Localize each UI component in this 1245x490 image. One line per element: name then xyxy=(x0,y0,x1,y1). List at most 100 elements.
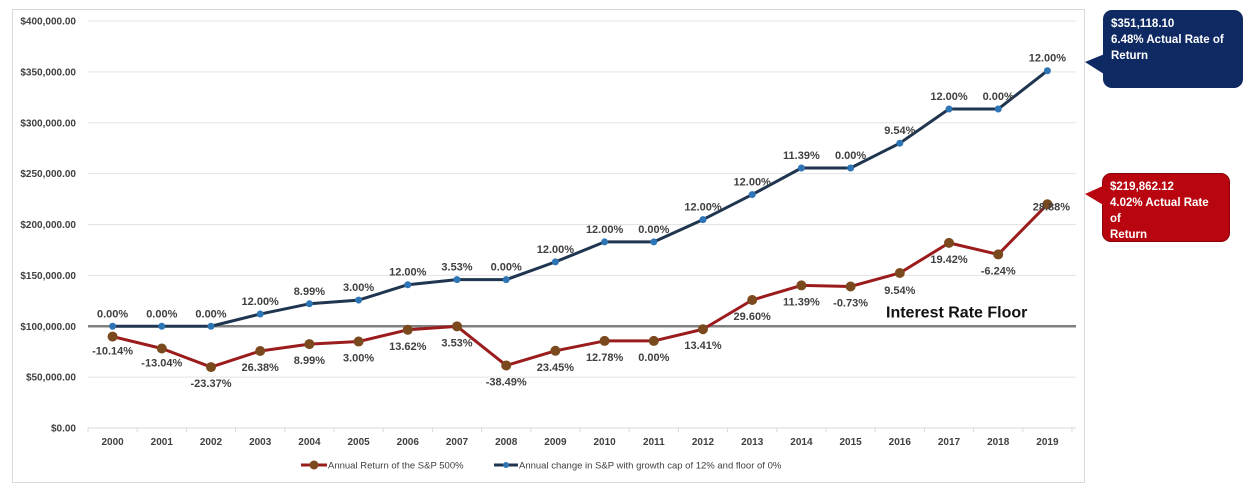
callout-capped-result: $351,118.10 6.48% Actual Rate of Return xyxy=(1085,10,1243,88)
data-point-capped xyxy=(650,238,658,246)
series-line-capped xyxy=(112,69,1049,328)
callout-pointer xyxy=(1085,185,1105,206)
interest-rate-floor: Interest Rate Floor xyxy=(88,304,1076,328)
data-point-capped xyxy=(1043,67,1051,75)
data-label-capped: 11.39% xyxy=(783,150,820,162)
data-point-sp500 xyxy=(402,324,413,335)
series-capped: 0.00% 0.00% 0.00% 12.00% 8.99% 3.00% 12.00% 3.5… xyxy=(97,53,1066,330)
data-point-sp500 xyxy=(944,237,954,248)
x-tick-label: 2003 xyxy=(249,437,272,448)
data-point-sp500 xyxy=(107,331,118,342)
data-label-capped: 3.53% xyxy=(441,262,472,274)
data-label-capped: 9.54% xyxy=(884,125,915,137)
legend-swatch-marker-sp500 xyxy=(309,460,319,470)
data-label-sp500: -23.37% xyxy=(191,378,232,390)
data-label-sp500: -10.14% xyxy=(92,346,133,358)
x-tick-label: 2006 xyxy=(397,437,420,448)
data-label-sp500: 29.60% xyxy=(734,311,772,323)
data-label-capped: 0.00% xyxy=(983,91,1014,103)
x-tick-label: 2015 xyxy=(839,437,862,448)
data-point-sp500 xyxy=(894,267,905,278)
data-label-capped: 0.00% xyxy=(97,308,128,320)
data-label-capped: 12.00% xyxy=(586,224,624,236)
data-label-capped: 12.00% xyxy=(389,267,427,279)
data-label-sp500: 13.62% xyxy=(389,341,427,353)
data-label-sp500: 13.41% xyxy=(684,340,722,352)
data-point-capped xyxy=(601,238,609,246)
data-point-capped xyxy=(551,258,559,266)
callout-bubble xyxy=(1103,10,1243,88)
series-line-sp500 xyxy=(112,203,1049,369)
data-point-capped xyxy=(699,216,707,224)
data-label-capped: 0.00% xyxy=(835,150,866,162)
data-point-sp500 xyxy=(1042,199,1053,210)
callout-rate-cont: Return xyxy=(1111,50,1149,62)
x-axis: 2000 2001 2002 2003 2004 2005 2006 2007 2008 2009… xyxy=(87,427,1076,448)
data-point-sp500 xyxy=(452,321,462,332)
callout-sp500-result: $219,862.12 4.02% Actual Rate of Return xyxy=(1085,173,1230,242)
data-point-capped xyxy=(748,191,756,199)
data-label-sp500: 3.53% xyxy=(441,337,472,349)
data-point-capped xyxy=(109,322,117,330)
y-tick-label: $400,000.00 xyxy=(20,17,76,28)
data-point-sp500 xyxy=(206,362,216,373)
data-label-sp500: 23.45% xyxy=(537,362,575,374)
x-tick-label: 2007 xyxy=(446,437,469,448)
data-point-sp500 xyxy=(993,249,1004,260)
data-label-capped: 0.00% xyxy=(638,224,669,236)
data-label-sp500: -38.49% xyxy=(486,376,527,388)
data-point-sp500 xyxy=(648,335,659,346)
x-tick-label: 2016 xyxy=(889,437,912,448)
data-point-sp500 xyxy=(747,295,758,306)
y-tick-label: $50,000.00 xyxy=(26,373,76,384)
x-tick-label: 2012 xyxy=(692,437,715,448)
data-point-sp500 xyxy=(845,281,856,292)
data-label-capped: 12.00% xyxy=(930,91,968,103)
data-point-sp500 xyxy=(304,339,315,350)
series: -10.14% -13.04% -23.37% 26.38% 8.99% 3.00% 13.… xyxy=(92,53,1070,390)
data-point-capped xyxy=(256,310,264,318)
data-point-capped xyxy=(994,105,1002,113)
data-point-sp500 xyxy=(698,324,708,335)
x-tick-label: 2008 xyxy=(495,437,518,448)
legend-label-sp500: Annual Return of the S&P 500% xyxy=(328,461,464,472)
y-tick-label: $100,000.00 xyxy=(20,322,76,333)
data-point-capped xyxy=(207,322,215,330)
data-point-sp500 xyxy=(599,335,610,346)
data-label-capped: 0.00% xyxy=(491,262,522,274)
data-point-capped xyxy=(305,300,313,308)
data-label-capped: 3.00% xyxy=(343,282,374,294)
x-tick-label: 2009 xyxy=(544,437,567,448)
data-point-sp500 xyxy=(501,360,512,371)
series-sp500: -10.14% -13.04% -23.37% 26.38% 8.99% 3.00% 13.… xyxy=(92,199,1070,390)
data-point-capped xyxy=(847,164,855,172)
y-tick-label: $300,000.00 xyxy=(20,118,76,129)
y-axis-ticks: $0.00 $50,000.00 $100,000.00 $150,000.00 $20… xyxy=(20,17,76,435)
data-point-capped xyxy=(404,281,412,289)
x-tick-label: 2017 xyxy=(938,437,961,448)
gridlines xyxy=(88,20,1076,378)
data-point-sp500 xyxy=(156,343,167,354)
y-tick-label: $0.00 xyxy=(51,424,76,435)
data-label-sp500: 0.00% xyxy=(638,352,669,364)
data-label-sp500: -13.04% xyxy=(141,357,182,369)
x-tick-label: 2019 xyxy=(1036,437,1059,448)
data-label-capped: 0.00% xyxy=(146,308,177,320)
y-tick-label: $200,000.00 xyxy=(20,220,76,231)
chart-frame xyxy=(12,9,1085,483)
callout-rate-cont: Return xyxy=(1110,229,1148,241)
x-tick-label: 2004 xyxy=(298,437,321,448)
data-label-sp500: 12.78% xyxy=(586,352,624,364)
x-tick-label: 2011 xyxy=(643,437,665,448)
x-tick-label: 2005 xyxy=(347,437,370,448)
data-label-sp500: 28.88% xyxy=(1033,201,1071,213)
x-tick-label: 2002 xyxy=(200,437,223,448)
data-point-sp500 xyxy=(796,280,807,291)
legend-swatch-marker-capped xyxy=(503,462,509,468)
data-label-capped: 12.00% xyxy=(734,177,772,189)
data-point-sp500 xyxy=(550,345,561,356)
data-label-capped: 12.00% xyxy=(537,244,575,256)
data-label-capped: 8.99% xyxy=(294,286,325,298)
callout-rate: 4.02% Actual Rate of xyxy=(1110,197,1209,225)
